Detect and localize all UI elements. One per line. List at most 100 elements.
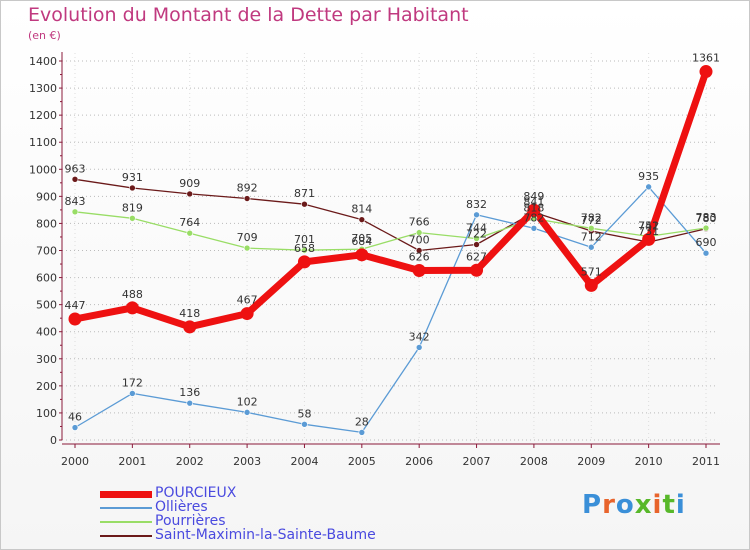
data-label: 701 <box>294 233 315 246</box>
x-tick-label: 2010 <box>635 455 663 468</box>
data-label: 418 <box>179 307 200 320</box>
data-label: 627 <box>466 250 487 263</box>
legend-label: Pourrières <box>155 513 226 529</box>
chart-title: Evolution du Montant de la Dette par Hab… <box>28 4 469 26</box>
series-line <box>71 68 710 331</box>
x-tick-label: 2001 <box>118 455 146 468</box>
data-point <box>702 249 710 257</box>
x-tick-label: 2008 <box>520 455 548 468</box>
y-tick-label: 500 <box>36 299 57 312</box>
data-label: 700 <box>409 234 430 247</box>
data-point <box>355 248 369 262</box>
data-label: 58 <box>297 407 311 420</box>
data-label: 658 <box>294 242 315 255</box>
x-tick-label: 2006 <box>405 455 433 468</box>
data-point <box>129 184 136 192</box>
y-tick-label: 800 <box>36 217 57 230</box>
series-lines <box>71 68 710 434</box>
data-label: 1361 <box>692 52 720 65</box>
data-point <box>473 211 480 219</box>
data-label: 892 <box>237 182 258 195</box>
data-label: 782 <box>581 211 602 224</box>
legend-label: Saint-Maximin-la-Sainte-Baume <box>155 527 376 543</box>
y-tick-label: 700 <box>36 245 57 258</box>
y-tick-label: 0 <box>50 434 57 447</box>
series-line <box>74 186 707 434</box>
data-point <box>530 225 538 232</box>
logo-letter: i <box>675 490 686 520</box>
data-label: 764 <box>179 216 200 229</box>
data-label: 684 <box>351 235 372 248</box>
legend-item: Pourrières <box>100 513 440 530</box>
data-label: 819 <box>122 201 143 214</box>
legend-swatch <box>100 507 152 509</box>
y-tick-label: 1300 <box>29 82 57 95</box>
data-point <box>129 214 136 222</box>
legend-item: Saint-Maximin-la-Sainte-Baume <box>100 527 440 544</box>
x-tick-label: 2007 <box>463 455 491 468</box>
data-label: 46 <box>68 411 82 424</box>
proxiti-logo: Proxiti <box>582 490 686 520</box>
data-label: 741 <box>638 219 659 232</box>
logo-letter: P <box>582 490 603 520</box>
axes <box>61 52 720 445</box>
data-point <box>240 307 254 321</box>
y-tick-label: 1100 <box>29 136 57 149</box>
data-label: 709 <box>237 231 258 244</box>
legend-swatch <box>100 535 152 537</box>
y-tick-label: 100 <box>36 407 57 420</box>
data-point <box>358 429 366 436</box>
data-label: 690 <box>696 236 717 249</box>
data-label: 172 <box>122 376 143 389</box>
chart-unit: (en €) <box>28 29 61 42</box>
data-point <box>183 320 197 334</box>
data-point <box>702 224 710 232</box>
data-labels: 963 931 909 892 871 814 700 722 841 772 731 780 843 8… <box>65 52 721 429</box>
legend-item: Ollières <box>100 499 440 516</box>
data-label: 447 <box>65 299 86 312</box>
data-label: 871 <box>294 187 315 200</box>
data-point <box>358 216 366 223</box>
data-label: 935 <box>638 170 659 183</box>
logo-letter: x <box>634 490 653 520</box>
data-label: 780 <box>696 212 717 225</box>
data-label: 752 <box>638 219 659 232</box>
y-axis-ticks: 0 100 200 300 400 500 600 700 800 900 1000 1100 1200… <box>29 55 62 447</box>
data-label: 843 <box>65 195 86 208</box>
series-points <box>68 65 713 436</box>
data-label: 963 <box>65 162 86 175</box>
y-tick-label: 1400 <box>29 55 57 68</box>
data-label: 722 <box>466 228 487 241</box>
data-label: 841 <box>523 195 544 208</box>
data-label: 467 <box>237 294 258 307</box>
data-label: 909 <box>179 177 200 190</box>
logo-letter: r <box>602 490 616 520</box>
data-label: 783 <box>696 211 717 224</box>
data-point <box>243 409 251 416</box>
data-label: 772 <box>581 214 602 227</box>
data-point <box>645 183 652 191</box>
data-point <box>301 420 308 428</box>
data-label: 832 <box>466 198 487 211</box>
logo-letter: t <box>662 490 676 520</box>
grid-lines <box>62 53 715 441</box>
x-tick-label: 2002 <box>176 455 204 468</box>
data-point <box>415 344 423 351</box>
data-point <box>527 203 541 217</box>
x-tick-label: 2004 <box>290 455 318 468</box>
data-point <box>243 195 251 202</box>
data-point <box>473 235 480 242</box>
data-label: 818 <box>523 202 544 215</box>
data-point <box>186 399 194 407</box>
data-point <box>71 176 79 183</box>
data-label: 571 <box>581 265 602 278</box>
data-point <box>415 229 423 236</box>
legend-label: POURCIEUX <box>155 485 237 501</box>
data-point <box>415 247 423 254</box>
data-label: 744 <box>466 222 487 235</box>
legend-swatch <box>100 490 152 498</box>
legend-label: Ollières <box>155 499 208 515</box>
data-point <box>587 243 595 251</box>
data-point <box>470 263 484 277</box>
legend-swatch <box>100 521 152 523</box>
